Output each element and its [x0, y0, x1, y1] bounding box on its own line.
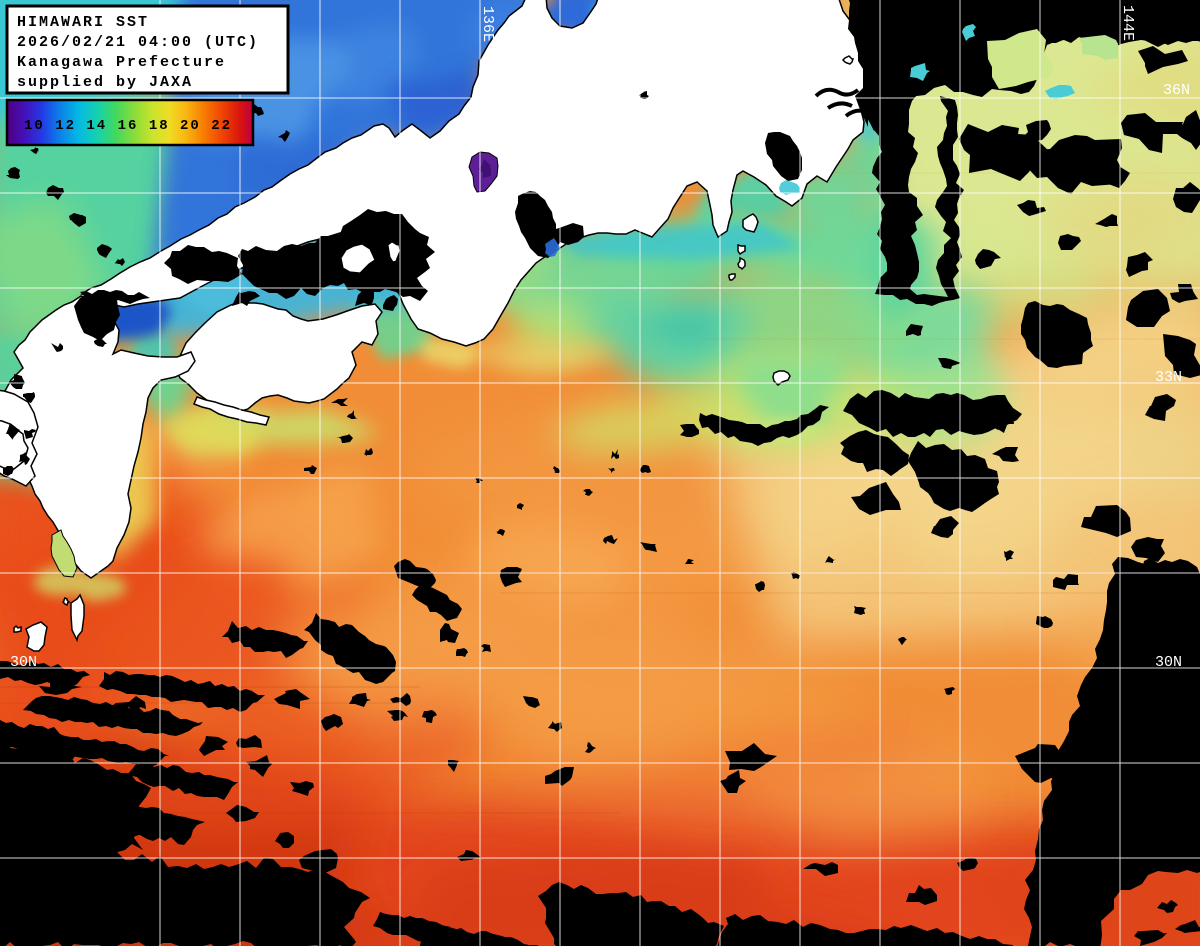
svg-text:30N: 30N	[10, 654, 37, 671]
svg-text:33N: 33N	[1155, 369, 1182, 386]
svg-text:136E: 136E	[479, 6, 496, 42]
svg-text:2026/02/21 04:00 (UTC): 2026/02/21 04:00 (UTC)	[17, 34, 259, 51]
svg-text:HIMAWARI SST: HIMAWARI SST	[17, 14, 149, 31]
svg-text:144E: 144E	[1119, 5, 1136, 41]
svg-text:Kanagawa Prefecture: Kanagawa Prefecture	[17, 54, 226, 71]
svg-text:supplied by JAXA: supplied by JAXA	[17, 74, 193, 91]
svg-text:10 12 14 16 18 20 22: 10 12 14 16 18 20 22	[24, 118, 232, 134]
svg-text:36N: 36N	[1163, 82, 1190, 99]
svg-text:30N: 30N	[1155, 654, 1182, 671]
